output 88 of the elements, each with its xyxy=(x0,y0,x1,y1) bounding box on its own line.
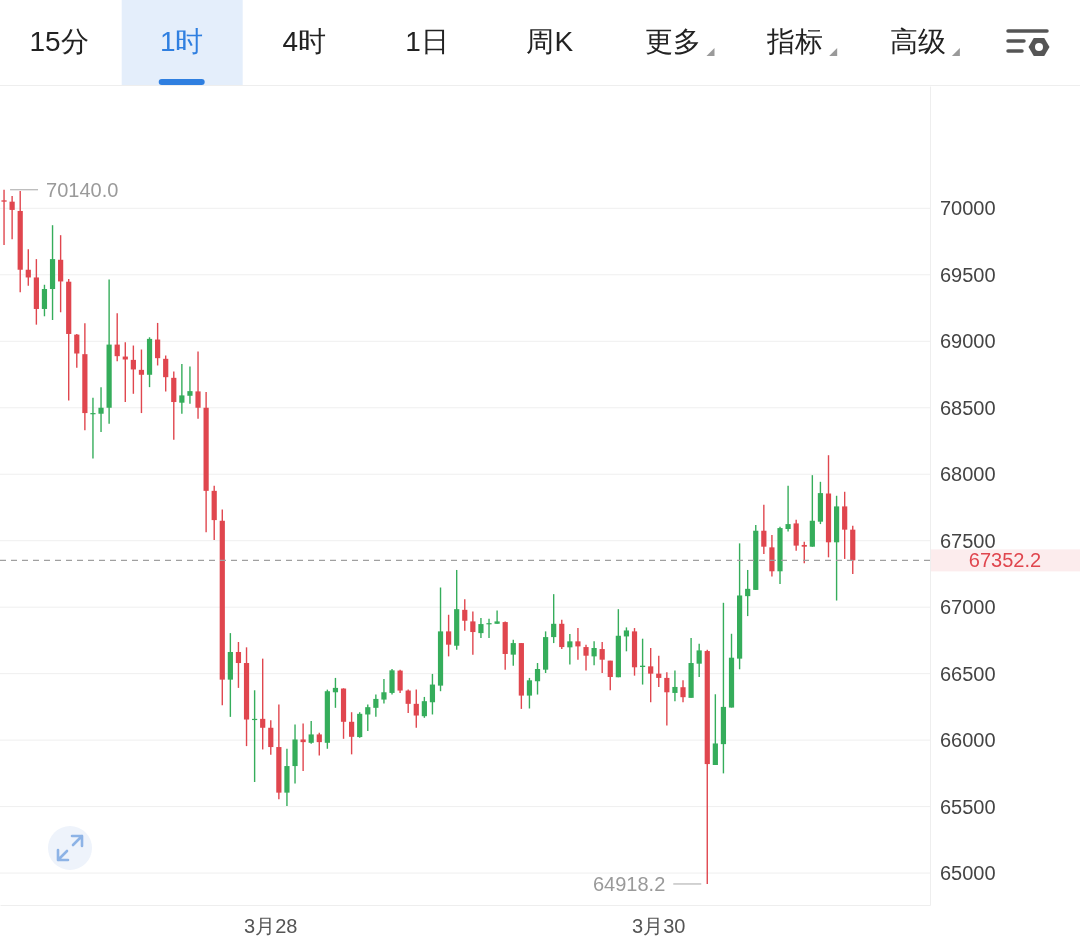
text: 高级 xyxy=(889,25,946,57)
candlestick xyxy=(41,284,48,317)
candlestick xyxy=(446,614,452,658)
ref-line-label: 67352.2 xyxy=(968,549,1042,572)
candlestick xyxy=(373,693,379,718)
candlestick xyxy=(599,641,605,674)
candlestick xyxy=(365,703,371,732)
y-tick-label: 66500 xyxy=(940,662,996,685)
candlestick xyxy=(155,322,161,367)
candlestick xyxy=(9,195,15,240)
candlestick xyxy=(591,640,597,666)
candlestick xyxy=(575,627,581,661)
candlestick xyxy=(583,643,589,672)
candlestick xyxy=(648,647,654,703)
candlestick xyxy=(842,491,848,560)
y-tick-label: 70000 xyxy=(940,197,996,220)
candlestick xyxy=(526,677,533,710)
x-tick-label: 3月28 xyxy=(244,915,298,938)
candlestick xyxy=(235,641,242,689)
candlestick xyxy=(510,639,516,667)
candlestick xyxy=(680,679,686,703)
candlestick xyxy=(187,365,193,405)
candlestick xyxy=(74,333,80,369)
candlestick xyxy=(421,696,427,719)
y-tick-label: 65000 xyxy=(940,861,996,884)
candlestick xyxy=(357,711,363,739)
candlestick xyxy=(494,609,500,625)
candlestick xyxy=(316,732,322,757)
text: 1时 xyxy=(159,25,204,57)
candlestick xyxy=(195,350,201,420)
text: 1日 xyxy=(405,25,449,57)
candlestick xyxy=(300,722,306,772)
candlestick xyxy=(696,643,702,678)
y-tick-label: 67000 xyxy=(940,596,996,619)
candlestick xyxy=(268,719,274,756)
candlestick xyxy=(179,363,185,415)
candlestick xyxy=(761,504,767,555)
candlestick xyxy=(58,234,64,313)
candlestick xyxy=(793,519,799,552)
text: 指标 xyxy=(766,25,824,57)
candlestick xyxy=(413,688,419,729)
candlestick xyxy=(389,668,395,696)
annotation: 64918.2 xyxy=(592,872,666,895)
candlestick xyxy=(429,673,436,716)
x-tick-label: 3月30 xyxy=(632,915,686,938)
candlestick xyxy=(397,668,403,694)
candlestick xyxy=(308,720,314,745)
y-tick-label: 68000 xyxy=(940,463,996,486)
candlestick xyxy=(138,348,145,414)
candlestick xyxy=(559,619,565,650)
candlestick xyxy=(260,657,266,751)
candlestick xyxy=(664,671,670,727)
candlestick xyxy=(534,662,541,696)
text: 周K xyxy=(526,25,574,57)
candlestick xyxy=(785,485,791,533)
candlestick xyxy=(163,354,169,393)
candlestick xyxy=(551,593,557,644)
candlestick xyxy=(1,189,7,246)
candlestick xyxy=(98,386,104,433)
candlestick xyxy=(672,669,678,702)
candlestick xyxy=(745,569,751,617)
text: 4时 xyxy=(282,25,327,57)
y-tick-label: 65500 xyxy=(940,795,996,818)
candlestick xyxy=(114,312,120,362)
y-tick-label: 67500 xyxy=(940,529,996,552)
annotation: 70140.0 xyxy=(46,178,119,201)
y-tick-label: 68500 xyxy=(940,396,996,419)
candlestick xyxy=(656,655,662,688)
candlestick xyxy=(381,678,387,705)
y-tick-label: 69500 xyxy=(940,263,996,286)
text: 15分 xyxy=(29,25,89,57)
candlestick xyxy=(623,626,630,653)
candlestick xyxy=(478,617,484,639)
candlestick xyxy=(567,633,573,666)
candlestick xyxy=(130,344,136,395)
candlestick xyxy=(486,618,492,639)
candlestick xyxy=(349,711,355,756)
candlestick xyxy=(712,693,718,766)
candlestick xyxy=(769,534,775,578)
candlestick xyxy=(462,598,468,632)
candlestick xyxy=(801,540,807,565)
candlestick xyxy=(90,397,96,460)
text: 更多 xyxy=(644,25,701,57)
candlestick xyxy=(470,610,476,656)
y-tick-label: 69000 xyxy=(940,330,996,353)
candlestick xyxy=(607,659,613,691)
y-tick-label: 66000 xyxy=(940,729,996,752)
candlestick xyxy=(405,688,411,714)
